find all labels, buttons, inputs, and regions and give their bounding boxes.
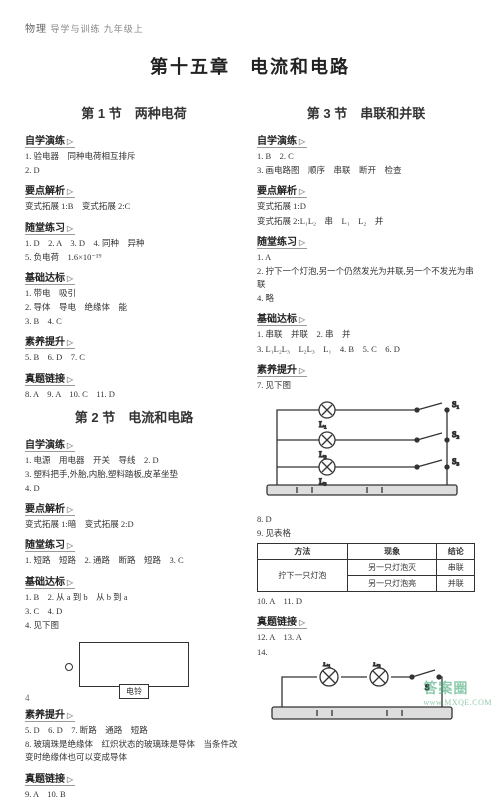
s1-ydjx-h: 要点解析 (25, 182, 75, 198)
s2-jcdb-3: 4. 见下图 (25, 619, 243, 632)
s2-syts-2: 8. 玻璃珠是绝缘体 红炽状态的玻璃珠是导体 当条件改变时绝缘体也可以变成导体 (25, 738, 243, 764)
td-r1c2: 另一只灯泡灭 (347, 560, 437, 576)
th-method: 方法 (258, 544, 348, 560)
circuit-parallel-diagram: S₁ S₂ S₃ L₁ L₂ L₃ (257, 395, 467, 505)
s2-zxyl-2: 3. 塑料把手,外胎,内胎,塑料踏板,皮革坐垫 (25, 468, 243, 481)
s2-zxyl-1: 1. 电源 用电器 开关 导线 2. D (25, 454, 243, 467)
td-r2c2: 另一只灯泡亮 (347, 576, 437, 592)
hdr-subject: 物理 (25, 24, 47, 35)
s3-jcdb-h: 基础达标 (257, 310, 307, 326)
circuit-bell-diagram: 电铃 (69, 637, 199, 697)
svg-text:L₃: L₃ (319, 477, 327, 486)
s3-stlx-3: 4. 略 (257, 292, 475, 305)
s3-q8: 8. D (257, 513, 475, 526)
s2-stlx-1: 1. 短路 短路 2. 通路 断路 短路 3. C (25, 554, 243, 567)
s2-syts-1: 5. D 6. D 7. 断路 通路 短路 (25, 724, 243, 737)
s3-zxyl-2: 3. 画电路图 顺序 串联 断开 检查 (257, 164, 475, 177)
s2-zxyl-h: 自学演练 (25, 436, 75, 452)
s3-q10: 10. A 11. D (257, 595, 475, 608)
th-concl: 结论 (437, 544, 475, 560)
hdr-grade: 九年级上 (104, 24, 144, 34)
section3-title: 第 3 节 串联和并联 (257, 103, 475, 122)
watermark-url: www.MXQE.COM (423, 698, 492, 707)
svg-text:S₂: S₂ (452, 430, 459, 439)
svg-text:L₂: L₂ (373, 662, 381, 668)
series-parallel-table: 方法现象结论 拧下一只灯泡另一只灯泡灭串联 另一只灯泡亮并联 (257, 543, 475, 592)
s1-jcdb-3: 3. B 4. C (25, 315, 243, 328)
s3-q9: 9. 见表格 (257, 527, 475, 540)
s1-stlx-1: 1. D 2. A 3. D 4. 同种 异种 (25, 237, 243, 250)
s2-jcdb-1: 1. B 2. 从 a 到 b 从 b 到 a (25, 591, 243, 604)
s2-ztlj-h: 真题链接 (25, 770, 75, 786)
s3-jcdb-2: 3. L₁L₂L₃ L₂L₃ L₁ 4. B 5. C 6. D (257, 343, 475, 356)
s3-ydjx-1: 变式拓展 1:D (257, 200, 475, 213)
s3-stlx-h: 随堂练习 (257, 233, 307, 249)
hdr-series: 导学与训练 (51, 24, 101, 34)
circuit-bell-label: 电铃 (119, 684, 149, 699)
s3-ydjx-2: 变式拓展 2:L₁L₂ 串 L₁ L₂ 并 (257, 215, 475, 228)
s3-jcdb-1: 1. 串联 并联 2. 串 并 (257, 328, 475, 341)
s3-zxyl-h: 自学演练 (257, 132, 307, 148)
watermark-title: 答案圈 (423, 678, 492, 698)
td-r2c3: 并联 (437, 576, 475, 592)
s2-ydjx-1: 变式拓展 1:暗 变式拓展 2:D (25, 518, 243, 531)
s1-zxyl-2: 2. D (25, 164, 243, 177)
page-number: 4 (25, 693, 30, 703)
s1-jcdb-1: 1. 带电 吸引 (25, 287, 243, 300)
s2-syts-h: 素养提升 (25, 706, 75, 722)
s2-zxyl-3: 4. D (25, 482, 243, 495)
s2-ztlj-1: 9. A 10. B (25, 788, 243, 801)
td-method: 拧下一只灯泡 (258, 560, 348, 592)
watermark: 答案圈 www.MXQE.COM (423, 678, 492, 707)
s3-stlx-2: 2. 拧下一个灯泡,另一个仍然发光为并联,另一个不发光为串联 (257, 265, 475, 291)
s1-stlx-h: 随堂练习 (25, 219, 75, 235)
s3-zxyl-1: 1. B 2. C (257, 150, 475, 163)
th-phenom: 现象 (347, 544, 437, 560)
section2-title: 第 2 节 电流和电路 (25, 407, 243, 426)
s1-syts-h: 素养提升 (25, 333, 75, 349)
svg-text:S₁: S₁ (452, 400, 459, 409)
s1-zxyl-h: 自学演练 (25, 132, 75, 148)
section1-title: 第 1 节 两种电荷 (25, 103, 243, 122)
s3-ztlj-2: 14. (257, 646, 475, 659)
svg-text:L₁: L₁ (319, 420, 327, 429)
s1-ydjx-1: 变式拓展 1:B 变式拓展 2:C (25, 200, 243, 213)
chapter-title: 第十五章 电流和电路 (25, 53, 475, 79)
s1-ztlj-h: 真题链接 (25, 370, 75, 386)
s3-stlx-1: 1. A (257, 251, 475, 264)
s2-jcdb-h: 基础达标 (25, 573, 75, 589)
s3-syts-h: 素养提升 (257, 361, 307, 377)
s1-syts-1: 5. B 6. D 7. C (25, 351, 243, 364)
left-column: 第 1 节 两种电荷 自学演练 1. 验电器 同种电荷相互排斥 2. D 要点解… (25, 97, 243, 802)
s1-jcdb-2: 2. 导体 导电 绝缘体 能 (25, 301, 243, 314)
svg-text:L₂: L₂ (319, 450, 327, 459)
td-r1c3: 串联 (437, 560, 475, 576)
s1-ztlj-1: 8. A 9. A 10. C 11. D (25, 388, 243, 401)
s1-jcdb-h: 基础达标 (25, 269, 75, 285)
s2-ydjx-h: 要点解析 (25, 500, 75, 516)
svg-text:S₃: S₃ (452, 457, 459, 466)
s3-ztlj-1: 12. A 13. A (257, 631, 475, 644)
s2-stlx-h: 随堂练习 (25, 536, 75, 552)
s3-syts-1: 7. 见下图 (257, 379, 475, 392)
s1-stlx-2: 5. 负电荷 1.6×10⁻¹⁹ (25, 251, 243, 264)
s3-ydjx-h: 要点解析 (257, 182, 307, 198)
svg-text:L₁: L₁ (323, 662, 331, 668)
s3-ztlj-h: 真题链接 (257, 613, 307, 629)
s2-jcdb-2: 3. C 4. D (25, 605, 243, 618)
s1-zxyl-1: 1. 验电器 同种电荷相互排斥 (25, 150, 243, 163)
